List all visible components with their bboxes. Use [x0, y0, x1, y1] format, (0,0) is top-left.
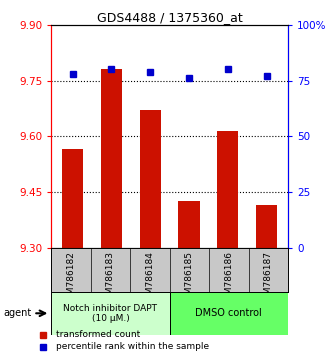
Bar — [178, 201, 200, 248]
Bar — [217, 131, 238, 248]
Text: agent: agent — [3, 308, 31, 318]
Text: Notch inhibitor DAPT
(10 μM.): Notch inhibitor DAPT (10 μM.) — [64, 304, 158, 323]
Text: percentile rank within the sample: percentile rank within the sample — [56, 342, 210, 351]
FancyBboxPatch shape — [169, 292, 288, 335]
Bar — [256, 205, 277, 248]
Text: GSM786187: GSM786187 — [264, 251, 273, 306]
Bar — [62, 149, 83, 248]
Text: transformed count: transformed count — [56, 330, 141, 339]
Text: GSM786183: GSM786183 — [106, 251, 115, 306]
Bar — [140, 110, 161, 248]
Text: GSM786185: GSM786185 — [185, 251, 194, 306]
Text: DMSO control: DMSO control — [195, 308, 262, 318]
Text: GSM786186: GSM786186 — [224, 251, 233, 306]
FancyBboxPatch shape — [51, 292, 169, 335]
Text: GSM786184: GSM786184 — [145, 251, 155, 306]
Title: GDS4488 / 1375360_at: GDS4488 / 1375360_at — [97, 11, 243, 24]
Text: GSM786182: GSM786182 — [67, 251, 75, 306]
Bar — [101, 69, 122, 248]
